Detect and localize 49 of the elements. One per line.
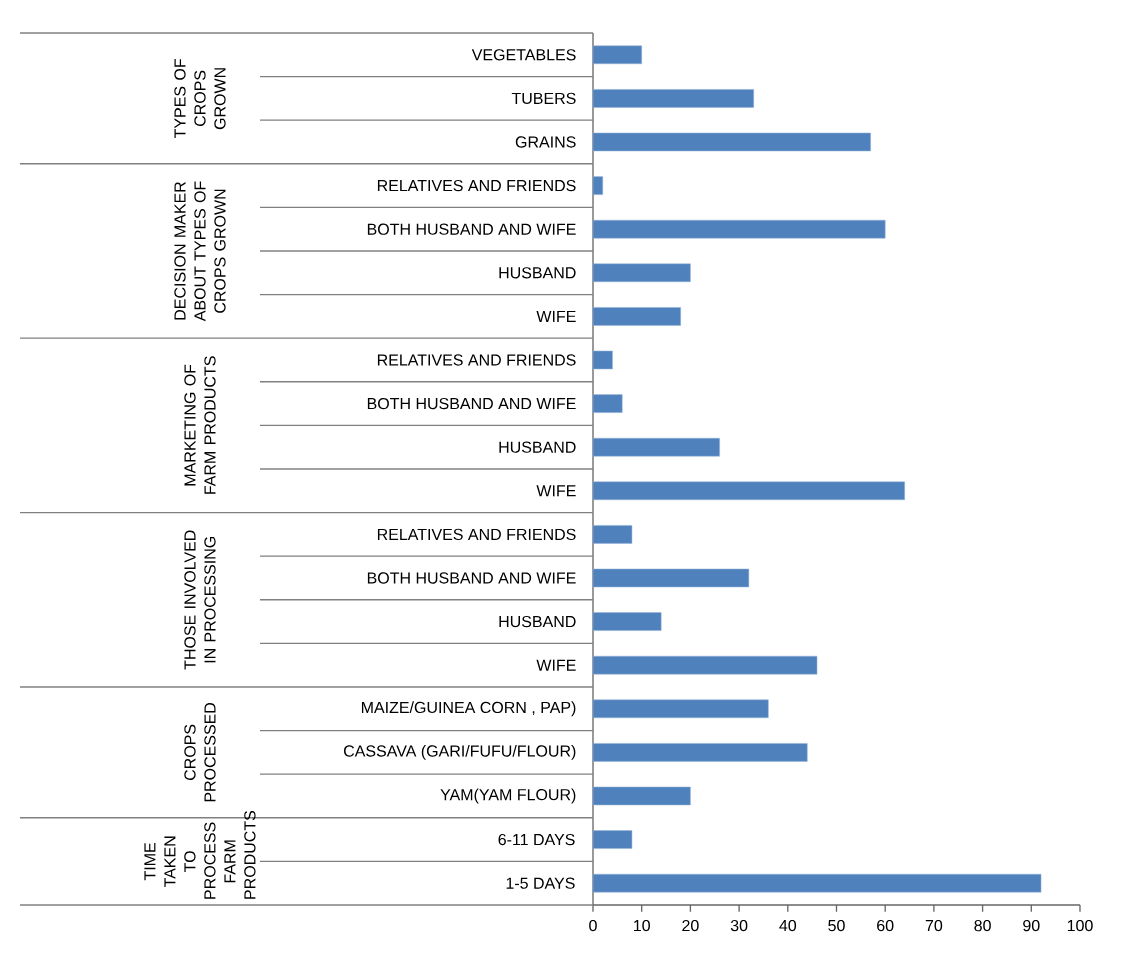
bar xyxy=(592,394,623,413)
y-tick-label: MAIZE/GUINEA CORN , PAP) xyxy=(361,701,576,717)
y-tick-label: YAM(YAM FLOUR) xyxy=(440,788,576,804)
y-tick-label: WIFE xyxy=(536,485,576,497)
y-axis-title: THOSE INVOLVED IN PROCESSING xyxy=(184,530,216,670)
x-tick-label: 60 xyxy=(877,919,894,932)
x-tick-label: 20 xyxy=(682,919,699,932)
y-axis-title: DECISION MAKER ABOUT TYPES OF CROPS GROWN xyxy=(174,181,226,322)
bar xyxy=(592,525,633,544)
y-tick-label: RELATIVES AND FRIENDS xyxy=(377,528,576,541)
y-tick-label: WIFE xyxy=(536,310,576,322)
bar xyxy=(592,350,613,370)
y-axis-title: TIME TAKEN TO PROCESS FARM PRODUCTS xyxy=(144,810,256,899)
y-tick-label: 6-11 DAYS xyxy=(498,833,575,846)
y-tick-label: 1-5 DAYS xyxy=(506,877,575,889)
y-tick-label: VEGETABLES xyxy=(471,49,576,61)
y-tick-label: CASSAVA (GARI/FUFU/FLOUR) xyxy=(343,744,576,760)
y-tick-label: BOTH HUSBAND AND WIFE xyxy=(367,397,576,410)
x-tick-label: 30 xyxy=(730,919,748,932)
x-tick-label: 90 xyxy=(1023,919,1040,932)
x-tick-label: 50 xyxy=(828,919,845,932)
bar xyxy=(592,655,818,675)
bar xyxy=(592,263,691,283)
bar xyxy=(592,219,886,239)
x-tick-label: 70 xyxy=(925,919,943,932)
x-tick-label: 10 xyxy=(634,919,650,932)
y-tick-label: HUSBAND xyxy=(499,615,576,628)
y-axis-title: MARKETING OF FARM PRODUCTS xyxy=(184,356,216,494)
y-tick-label: BOTH HUSBAND AND WIFE xyxy=(367,572,576,584)
y-tick-label: TUBERS xyxy=(511,92,576,105)
y-axis-title: CROPS PROCESSED xyxy=(184,702,216,802)
y-tick-label: GRAINS xyxy=(515,136,576,148)
x-tick-label: 100 xyxy=(1067,919,1093,932)
x-tick-label: 0 xyxy=(589,919,597,932)
bar xyxy=(592,307,681,326)
bar xyxy=(592,176,604,195)
x-tick-label: 40 xyxy=(779,919,797,932)
bar xyxy=(592,612,662,631)
bar xyxy=(592,481,905,501)
y-tick-label: HUSBAND xyxy=(499,267,576,279)
y-tick-label: HUSBAND xyxy=(499,441,576,453)
y-tick-label: BOTH HUSBAND AND WIFE xyxy=(367,223,576,235)
y-tick-label: WIFE xyxy=(536,659,576,671)
y-tick-label: RELATIVES AND FRIENDS xyxy=(377,179,576,192)
bar xyxy=(592,568,750,588)
y-tick-label: RELATIVES AND FRIENDS xyxy=(377,354,576,366)
x-tick-label: 80 xyxy=(974,919,991,932)
y-axis-title: TYPES OF CROPS GROWN xyxy=(174,59,226,139)
bar xyxy=(592,437,720,457)
